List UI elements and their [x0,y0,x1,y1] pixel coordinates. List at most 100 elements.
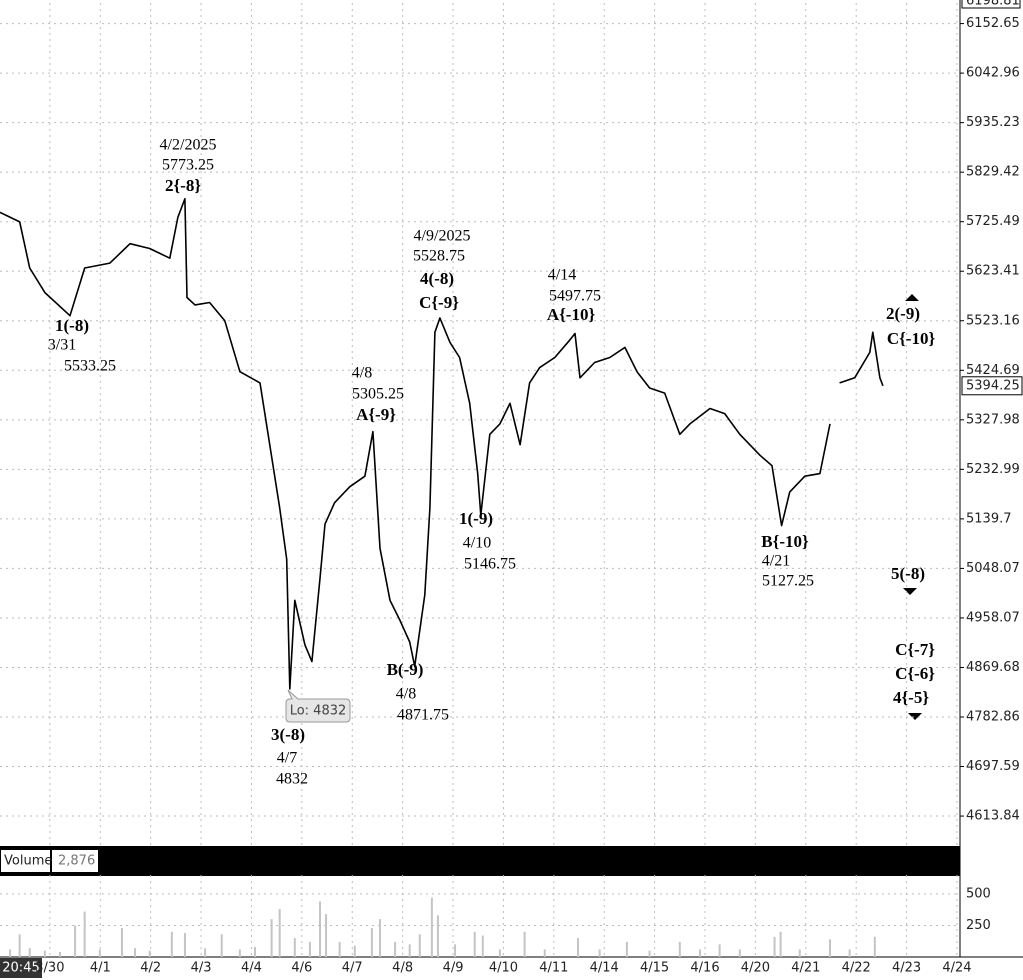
annotation: 5127.25 [762,573,814,590]
annotation: 2{-8} [165,176,201,195]
annotation: A{-9} [356,405,396,424]
annotation: 4(-8) [420,269,454,288]
volume-bar [253,946,256,957]
volume-bar [18,934,21,957]
x-tick-label: 4/4 [241,961,262,976]
annotation: B(-9) [387,660,424,679]
annotation: 5773.25 [162,157,214,174]
volume-bar [625,941,628,957]
x-tick-label: 4/3 [191,961,212,976]
y-tick-label: 6152.65 [966,16,1020,31]
volume-bar [353,945,356,957]
volume-bar [134,948,137,957]
x-tick-label: 4/7 [342,961,363,976]
volume-bar [454,944,457,957]
annotation: 2(-9) [886,304,920,323]
volume-bar [58,951,61,957]
annotation: 3(-8) [271,725,305,744]
annotation: C{-9} [419,293,459,312]
volume-bar [220,934,223,957]
volume-bar [436,915,439,957]
x-tick-label: 4/8 [392,961,413,976]
volume-bar [798,949,801,957]
annotation: 4871.75 [397,707,449,724]
volume-bar [98,949,101,957]
volume-bar [738,949,741,957]
y-tick-label: 5725.49 [966,214,1020,229]
volume-bar [598,949,601,957]
volume-bar [293,938,296,957]
volume-bar [120,927,123,957]
volume-bar [9,949,12,957]
volume-bar [183,933,186,957]
volume-header [0,846,960,876]
y-tick-label: 4697.59 [966,759,1020,774]
volume-bar [74,925,77,957]
volume-bar [338,941,341,957]
volume-bar [319,901,321,957]
annotation: 5497.75 [549,288,601,305]
x-tick-label: 4/1 [90,961,111,976]
annotation: 4/7 [277,750,297,767]
volume-bar [828,939,831,957]
volume-bar [378,919,381,957]
annotation: 1(-8) [55,316,89,335]
volume-bar [577,938,580,957]
annotation: C{-7} [895,640,935,659]
lo-bubble [285,689,351,723]
y-tick-label: 5935.23 [966,115,1020,130]
ylim-box [961,0,1021,9]
volume-bar [148,950,151,957]
annotation: C{-10} [887,329,936,348]
price-line [0,198,884,690]
annotation: B{-10} [761,532,809,551]
annotation: 4/8 [352,365,372,382]
x-tick-label: 4/15 [640,961,669,976]
annotation: 4/9/2025 [414,228,471,245]
annotation: 5305.25 [352,386,404,403]
volume-bar [325,914,328,957]
volume-bar [779,931,782,957]
volume-bar [648,950,651,957]
annotation: 5528.75 [413,248,465,265]
y-tick-label: 250 [966,918,991,933]
volume-bar [718,944,721,957]
annotation: 4{-5} [893,688,929,707]
annotation: A{-10} [547,305,596,324]
volume-bar [408,944,411,957]
volume-bar [873,936,876,957]
volume-bar [523,931,526,957]
volume-value: 2,876 [58,854,95,869]
annotation: 4/2/2025 [160,137,217,154]
time-label: 20:45 [2,961,39,976]
lo-label: Lo: 4832 [290,704,347,719]
annotation: 4/21 [762,553,790,570]
y-tick-label: 4958.07 [966,610,1020,625]
current-value-tag [961,376,1023,396]
y-tick-label: 4869.68 [966,660,1020,675]
y-tick-label: 4782.86 [966,709,1020,724]
volume-bar [498,949,501,957]
y-tick-label: 5232.99 [966,462,1020,477]
volume-bar [170,931,173,957]
volume-bar [773,936,776,957]
volume-bar [430,897,433,957]
y-tick-label: 5048.07 [966,561,1020,576]
annotation: 4/10 [463,535,491,552]
volume-bar [370,927,373,957]
y-tick-label: 4613.84 [966,809,1020,824]
annotation: 5(-8) [891,564,925,583]
annotation: C{-6} [895,664,935,683]
annotation: 5533.25 [64,358,116,375]
volume-bar [678,941,681,957]
x-tick-label: 4/16 [690,961,719,976]
x-tick-label: 4/21 [791,961,820,976]
time-box [0,958,42,978]
y-tick-label: 5327.98 [966,412,1020,427]
y-tick-label: 5139.7 [966,511,1012,526]
volume-title: Volume [4,854,52,869]
volume-bar [481,935,484,957]
x-tick-label: 4/2 [140,961,161,976]
